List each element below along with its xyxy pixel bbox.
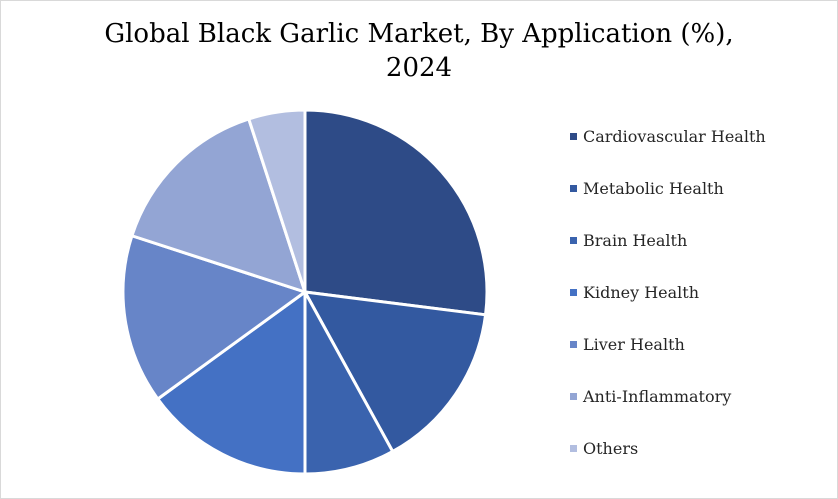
chart-legend: Cardiovascular Health Metabolic Health Bra… [570,125,766,489]
legend-swatch [570,445,577,452]
legend-swatch [570,289,577,296]
pie-slice-brain-health [303,290,395,476]
chart-title-line-1: Global Black Garlic Market, By Applicati… [104,19,734,49]
legend-label: Liver Health [583,335,685,354]
pie-slice-kidney-health [156,290,307,476]
legend-label: Anti-Inflammatory [583,387,732,406]
legend-item-liver-health: Liver Health [570,333,766,385]
legend-item-kidney-health: Kidney Health [570,281,766,333]
legend-swatch [570,133,577,140]
pie-chart [121,108,489,476]
legend-label: Others [583,439,639,458]
legend-item-brain-health: Brain Health [570,229,766,281]
pie-slice-others [247,108,307,294]
legend-label: Brain Health [583,231,688,250]
legend-item-anti-inflammatory: Anti-Inflammatory [570,385,766,437]
legend-item-metabolic-health: Metabolic Health [570,177,766,229]
pie-slice-metabolic-health [303,290,488,453]
pie-slice-cardiovascular-health [303,108,489,317]
legend-item-others: Others [570,437,766,489]
legend-swatch [570,237,577,244]
chart-title-line-2: 2024 [385,53,453,83]
legend-label: Cardiovascular Health [583,127,766,146]
pie-slice-liver-health [121,234,307,401]
legend-label: Metabolic Health [583,179,724,198]
legend-item-cardiovascular-health: Cardiovascular Health [570,125,766,177]
legend-label: Kidney Health [583,283,700,302]
legend-swatch [570,393,577,400]
chart-title: Global Black Garlic Market, By Applicati… [1,17,837,85]
legend-swatch [570,341,577,348]
legend-swatch [570,185,577,192]
